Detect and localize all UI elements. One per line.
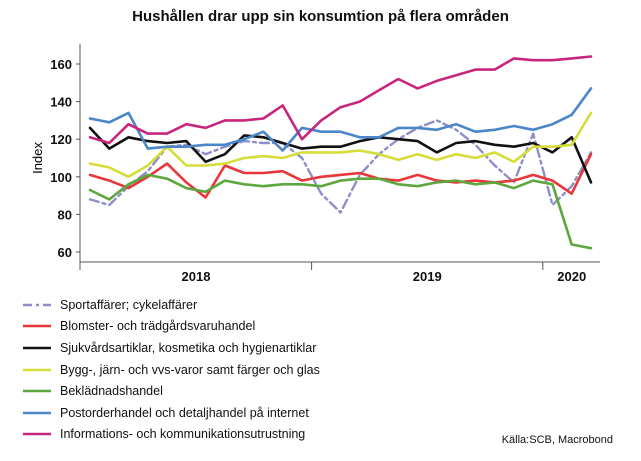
x-tick-label: 2018 (182, 269, 211, 284)
y-tick-label: 120 (50, 132, 72, 147)
series-line-2 (88, 152, 593, 199)
x-tick-label: 2020 (557, 269, 586, 284)
legend-swatch (22, 408, 52, 418)
legend-swatch (22, 300, 52, 310)
legend-item: Postorderhandel och detaljhandel på inte… (22, 402, 320, 424)
legend-swatch (22, 386, 52, 396)
legend-swatch (22, 365, 52, 375)
y-tick-label: 100 (50, 170, 72, 185)
legend-label: Beklädnadshandel (60, 384, 163, 399)
series-line-4 (88, 111, 593, 179)
legend-item: Blomster- och trädgårdsvaruhandel (22, 316, 320, 338)
y-tick-label: 140 (50, 95, 72, 110)
source-note: Källa:SCB, Macrobond (501, 434, 613, 446)
legend-item: Beklädnadshandel (22, 380, 320, 402)
series-line-3 (88, 126, 593, 184)
legend-swatch (22, 343, 52, 353)
legend-label: Sportaffärer; cykelaffärer (60, 297, 198, 312)
series-line-6 (88, 87, 593, 152)
legend-label: Postorderhandel och detaljhandel på inte… (60, 405, 309, 420)
x-tick-label: 2019 (413, 269, 442, 284)
legend-item: Bygg-, järn- och vvs-varor samt färger o… (22, 359, 320, 381)
legend-label: Blomster- och trädgårdsvaruhandel (60, 319, 256, 334)
y-tick-label: 60 (58, 245, 72, 260)
legend-item: Sjukvårdsartiklar, kosmetika och hygiena… (22, 337, 320, 359)
series-line-5 (88, 173, 593, 250)
legend-item: Sportaffärer; cykelaffärer (22, 294, 320, 316)
series-line-7 (88, 55, 593, 145)
legend-swatch (22, 429, 52, 439)
legend-label: Informations- och kommunikationsutrustni… (60, 427, 306, 442)
legend-label: Bygg-, järn- och vvs-varor samt färger o… (60, 362, 320, 377)
legend: Sportaffärer; cykelaffärer Blomster- och … (22, 294, 320, 445)
chart-title: Hushållen drar upp sin konsumtion på fle… (132, 8, 509, 25)
legend-swatch (22, 321, 52, 331)
plot-area: 60 80 100 120 140 160 2018 2019 2020 Index (30, 44, 600, 284)
legend-label: Sjukvårdsartiklar, kosmetika och hygiena… (60, 340, 317, 355)
y-tick-label: 80 (58, 207, 72, 222)
y-axis-label: Index (30, 142, 45, 174)
y-tick-label: 160 (50, 57, 72, 72)
legend-item: Informations- och kommunikationsutrustni… (22, 424, 320, 446)
